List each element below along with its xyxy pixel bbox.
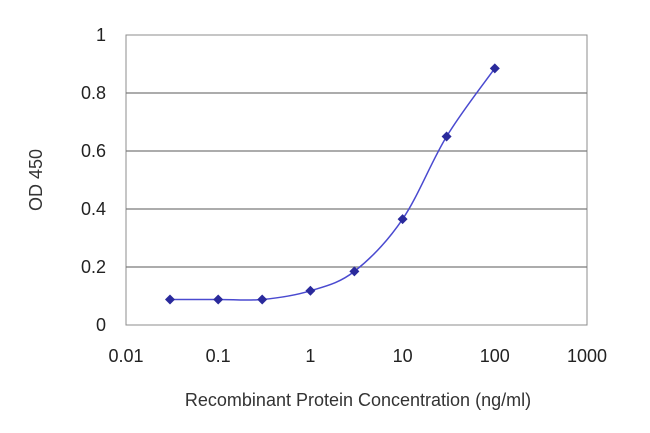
data-point-marker bbox=[164, 294, 175, 305]
x-tick-label: 1000 bbox=[567, 346, 607, 366]
data-point-marker bbox=[349, 266, 360, 277]
x-axis-title: Recombinant Protein Concentration (ng/ml… bbox=[185, 390, 531, 410]
data-point-marker bbox=[441, 131, 452, 142]
y-tick-label: 0.2 bbox=[81, 257, 106, 277]
y-tick-label: 0.8 bbox=[81, 83, 106, 103]
data-point-marker bbox=[257, 294, 268, 305]
y-tick-label: 1 bbox=[96, 25, 106, 45]
x-tick-label: 10 bbox=[393, 346, 413, 366]
x-tick-label: 100 bbox=[480, 346, 510, 366]
y-tick-label: 0.4 bbox=[81, 199, 106, 219]
y-tick-label: 0.6 bbox=[81, 141, 106, 161]
data-point-marker bbox=[305, 285, 316, 296]
data-point-marker bbox=[397, 214, 408, 225]
x-tick-label: 0.01 bbox=[108, 346, 143, 366]
x-tick-label: 0.1 bbox=[206, 346, 231, 366]
x-tick-label: 1 bbox=[305, 346, 315, 366]
y-axis-title: OD 450 bbox=[26, 149, 46, 211]
y-tick-label: 0 bbox=[96, 315, 106, 335]
plot-area bbox=[125, 34, 588, 326]
data-point-marker bbox=[213, 294, 224, 305]
data-point-marker bbox=[489, 63, 500, 74]
